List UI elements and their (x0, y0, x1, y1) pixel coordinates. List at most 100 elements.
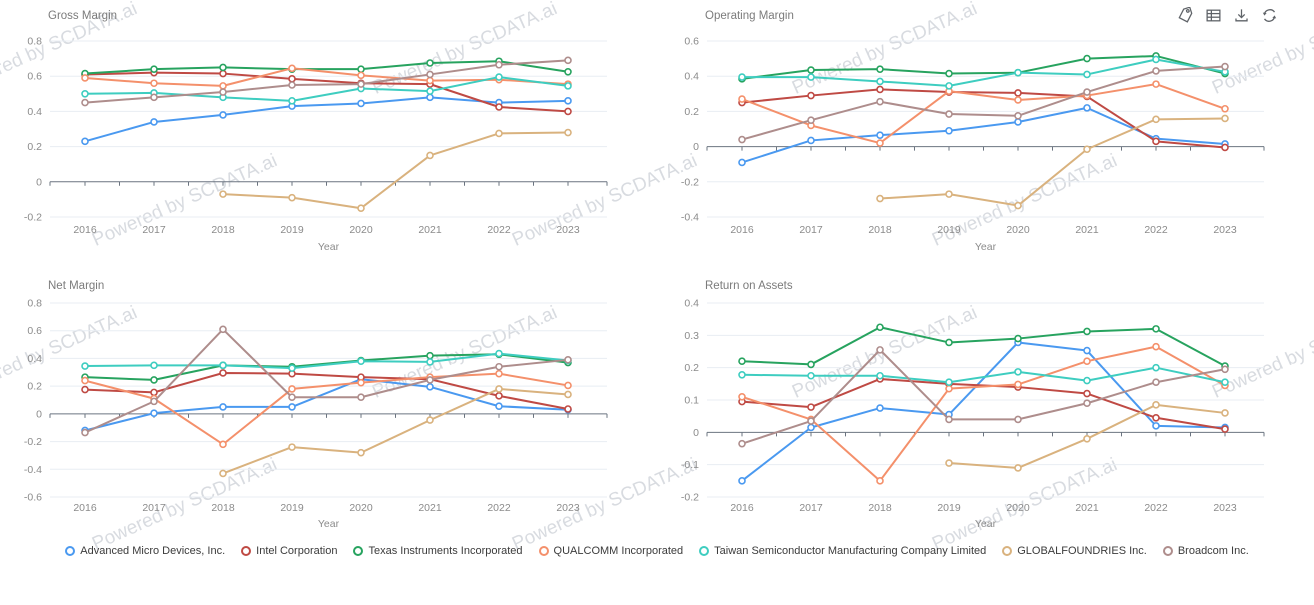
data-point[interactable] (357, 65, 365, 73)
data-point[interactable] (1152, 342, 1160, 351)
refresh-button[interactable] (1260, 6, 1278, 24)
legend-item[interactable]: Texas Instruments Incorporated (353, 545, 523, 557)
data-point[interactable] (564, 56, 572, 65)
data-point[interactable] (738, 477, 746, 485)
data-point[interactable] (945, 384, 953, 393)
data-point[interactable] (945, 110, 953, 118)
data-point[interactable] (219, 63, 227, 72)
data-point[interactable] (357, 378, 365, 387)
data-point[interactable] (219, 403, 227, 411)
legend-item[interactable]: GLOBALFOUNDRIES Inc. (1002, 545, 1147, 557)
data-point[interactable] (81, 376, 89, 385)
data-point[interactable] (1014, 112, 1022, 120)
data-point[interactable] (1152, 80, 1160, 88)
data-point[interactable] (1152, 67, 1160, 75)
data-point[interactable] (1014, 464, 1022, 472)
data-point[interactable] (738, 370, 746, 379)
data-point[interactable] (495, 402, 503, 411)
data-point[interactable] (1152, 401, 1160, 409)
data-point[interactable] (426, 87, 434, 95)
data-point[interactable] (219, 469, 227, 478)
data-point[interactable] (564, 97, 572, 105)
data-point[interactable] (945, 338, 953, 347)
data-point[interactable] (426, 351, 434, 360)
data-point[interactable] (1083, 104, 1091, 112)
data-point[interactable] (1221, 365, 1229, 374)
data-point[interactable] (288, 443, 296, 451)
data-point[interactable] (81, 90, 89, 98)
data-point[interactable] (495, 392, 503, 400)
data-point[interactable] (1083, 357, 1091, 365)
data-point[interactable] (1083, 389, 1091, 398)
data-point[interactable] (288, 403, 296, 411)
data-point[interactable] (357, 357, 365, 365)
data-point[interactable] (81, 362, 89, 370)
data-point[interactable] (1083, 327, 1091, 336)
data-point[interactable] (876, 477, 884, 485)
data-point[interactable] (876, 371, 884, 380)
data-point[interactable] (81, 74, 89, 82)
data-point[interactable] (876, 77, 884, 86)
data-point[interactable] (1083, 399, 1091, 408)
data-point[interactable] (945, 69, 953, 78)
data-point[interactable] (807, 66, 815, 74)
data-point[interactable] (495, 73, 503, 81)
legend-item[interactable]: Intel Corporation (241, 545, 337, 557)
data-point[interactable] (1152, 422, 1160, 430)
data-point[interactable] (357, 99, 365, 108)
data-point[interactable] (219, 325, 227, 334)
data-point[interactable] (219, 82, 227, 90)
data-point[interactable] (876, 323, 884, 332)
data-point[interactable] (1014, 118, 1022, 126)
data-point[interactable] (738, 73, 746, 81)
data-point[interactable] (564, 128, 572, 137)
data-point[interactable] (564, 390, 572, 399)
data-point[interactable] (219, 111, 227, 119)
data-point[interactable] (426, 383, 434, 391)
data-point[interactable] (357, 80, 365, 88)
data-point[interactable] (150, 376, 158, 384)
data-point[interactable] (1083, 70, 1091, 79)
data-point[interactable] (1083, 145, 1091, 154)
data-point[interactable] (150, 397, 158, 406)
data-point[interactable] (288, 193, 296, 202)
data-point[interactable] (738, 392, 746, 401)
data-point[interactable] (1152, 115, 1160, 124)
data-point[interactable] (738, 357, 746, 365)
data-point[interactable] (876, 139, 884, 147)
data-point[interactable] (945, 459, 953, 467)
data-point[interactable] (738, 158, 746, 167)
data-point[interactable] (1152, 378, 1160, 387)
data-point[interactable] (495, 103, 503, 111)
data-point[interactable] (564, 381, 572, 390)
data-point[interactable] (150, 361, 158, 370)
data-point[interactable] (288, 364, 296, 372)
data-point[interactable] (807, 403, 815, 411)
data-point[interactable] (81, 137, 89, 146)
data-point[interactable] (150, 65, 158, 73)
data-point[interactable] (1014, 380, 1022, 389)
data-point[interactable] (426, 151, 434, 160)
data-point[interactable] (876, 194, 884, 203)
data-point[interactable] (150, 79, 158, 88)
data-point[interactable] (1152, 363, 1160, 372)
data-point[interactable] (1083, 54, 1091, 63)
data-point[interactable] (81, 98, 89, 107)
data-point[interactable] (945, 82, 953, 90)
data-point[interactable] (807, 423, 815, 432)
data-point[interactable] (564, 107, 572, 116)
data-table-button[interactable] (1204, 6, 1222, 24)
data-point[interactable] (219, 69, 227, 78)
legend-item[interactable]: Advanced Micro Devices, Inc. (65, 545, 225, 557)
data-point[interactable] (357, 204, 365, 212)
data-point[interactable] (564, 68, 572, 76)
data-point[interactable] (495, 369, 503, 378)
data-point[interactable] (1083, 435, 1091, 443)
data-point[interactable] (564, 356, 572, 364)
data-point[interactable] (150, 388, 158, 397)
data-point[interactable] (876, 97, 884, 106)
data-point[interactable] (945, 378, 953, 387)
data-point[interactable] (495, 385, 503, 393)
data-point[interactable] (1083, 88, 1091, 96)
data-point[interactable] (288, 385, 296, 393)
